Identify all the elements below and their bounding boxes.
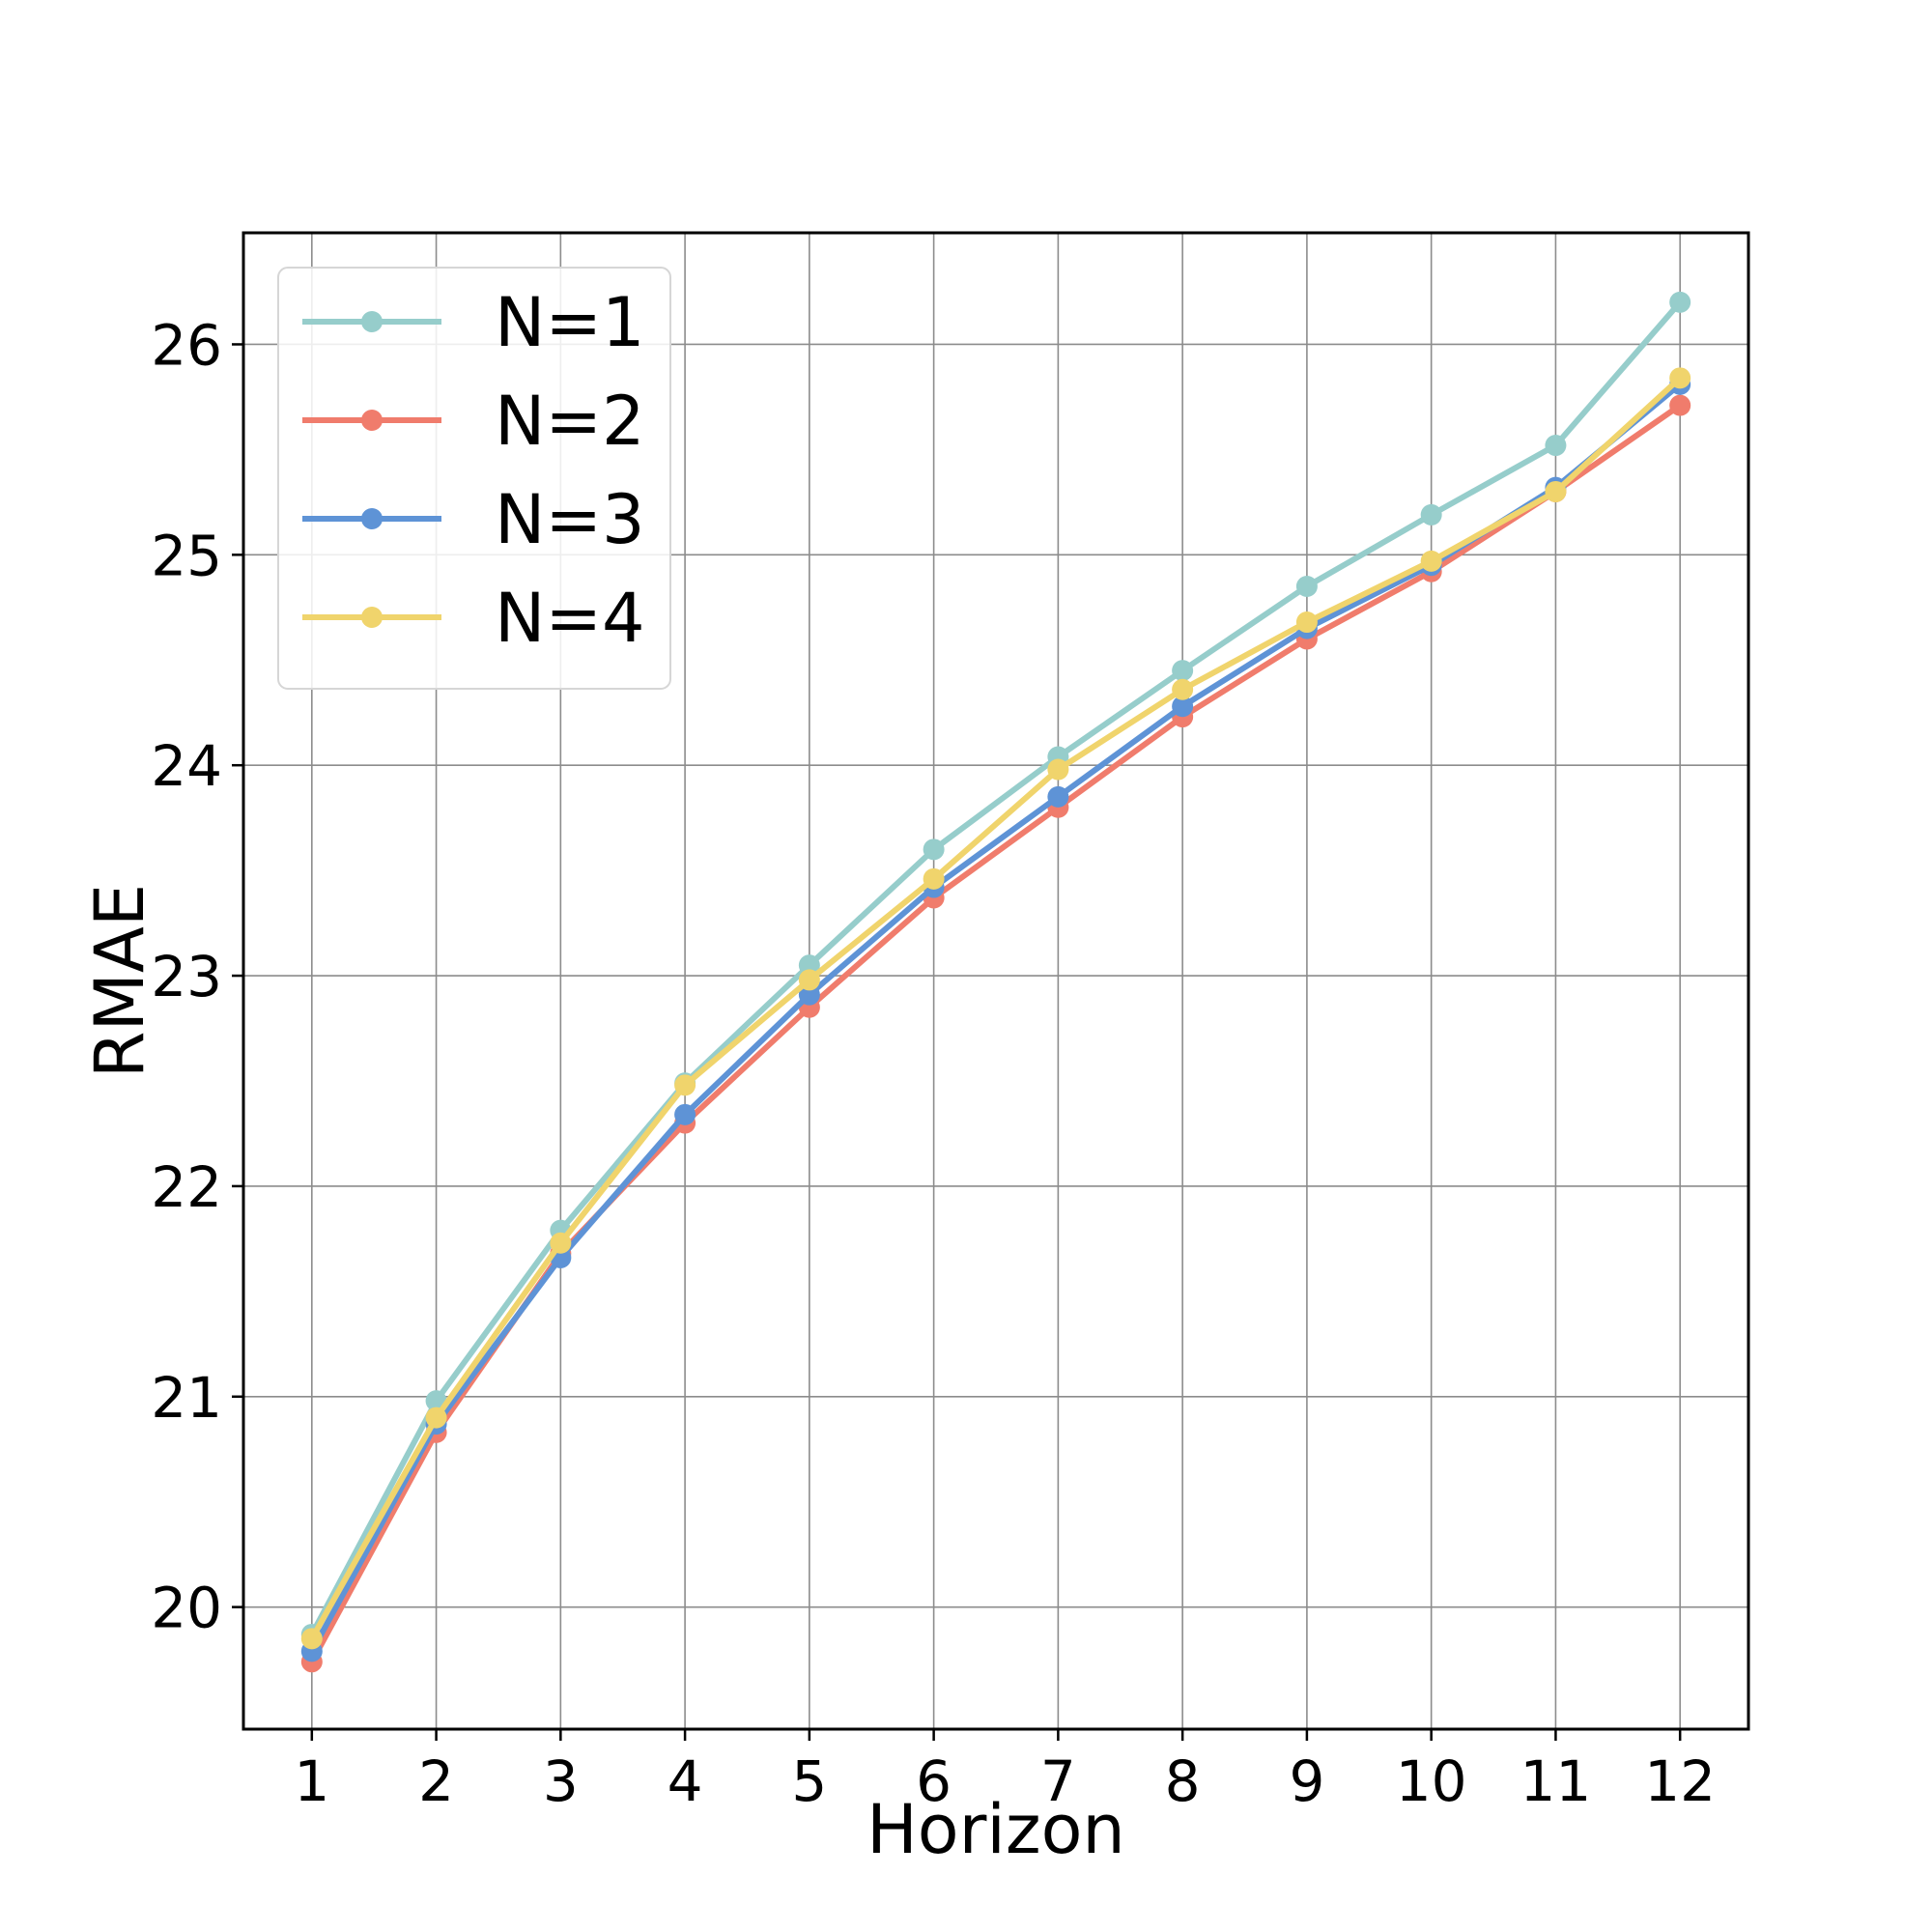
y-tick-label: 20 — [151, 1576, 222, 1641]
data-point-N=4-3 — [550, 1232, 572, 1254]
x-tick-label: 9 — [1289, 1748, 1324, 1814]
series-N=4 — [300, 367, 1691, 1650]
legend-label: N=4 — [495, 579, 645, 658]
data-point-N=4-10 — [1420, 550, 1442, 572]
y-axis-ticks: 20 21 22 23 24 25 26 — [151, 312, 243, 1641]
x-axis-ticks: 1 2 3 4 5 6 7 8 9 10 11 12 — [294, 1729, 1716, 1814]
x-tick-label: 12 — [1644, 1748, 1716, 1814]
data-point-N=4-11 — [1545, 480, 1567, 502]
x-tick-label: 5 — [791, 1748, 827, 1814]
x-axis-label: Horizon — [867, 1790, 1125, 1869]
legend: N=1 N=2 N=3 N=4 — [277, 267, 671, 690]
data-point-N=4-6 — [923, 867, 945, 890]
x-tick-label: 6 — [916, 1748, 952, 1814]
y-tick-label: 26 — [151, 312, 222, 378]
legend-item-N=1: N=1 — [302, 283, 645, 362]
x-tick-label: 11 — [1520, 1748, 1592, 1814]
data-point-N=1-10 — [1420, 503, 1442, 526]
x-tick-label: 4 — [668, 1748, 703, 1814]
data-point-N=4-8 — [1172, 678, 1194, 700]
data-point-N=4-7 — [1047, 758, 1069, 781]
series-layer — [300, 291, 1691, 1673]
y-tick-label: 21 — [151, 1365, 222, 1431]
data-point-N=1-8 — [1172, 660, 1194, 682]
data-point-N=4-2 — [425, 1406, 447, 1429]
legend-item-N=3: N=3 — [302, 480, 645, 559]
legend-item-N=4: N=4 — [302, 579, 645, 658]
data-point-N=4-9 — [1295, 611, 1318, 634]
data-point-N=4-5 — [798, 969, 820, 991]
data-point-N=1-5 — [798, 954, 820, 977]
legend-swatch-marker — [361, 607, 383, 628]
data-point-N=1-12 — [1669, 291, 1691, 313]
y-tick-label: 24 — [151, 733, 222, 799]
legend-swatch-marker — [361, 508, 383, 529]
series-line-N=1 — [308, 298, 1684, 1637]
y-tick-label: 25 — [151, 523, 222, 588]
series-line-N=4 — [308, 375, 1684, 1642]
data-point-N=1-6 — [923, 838, 945, 861]
data-point-N=1-9 — [1295, 576, 1318, 598]
legend-swatch-marker — [361, 410, 383, 431]
legend-label: N=2 — [495, 382, 645, 461]
legend-label: N=1 — [495, 283, 645, 362]
legend-label: N=3 — [495, 480, 645, 559]
legend-box — [277, 267, 671, 690]
y-axis-label: RMAE — [80, 884, 159, 1078]
data-point-N=2-12 — [1669, 394, 1691, 416]
data-point-N=3-5 — [798, 983, 820, 1006]
y-tick-label: 23 — [151, 944, 222, 1009]
x-tick-label: 2 — [418, 1748, 454, 1814]
data-point-N=3-8 — [1172, 696, 1194, 718]
x-tick-label: 10 — [1396, 1748, 1467, 1814]
x-tick-label: 7 — [1040, 1748, 1076, 1814]
data-point-N=3-7 — [1047, 785, 1069, 808]
plot-frame — [242, 231, 1750, 1731]
x-tick-label: 8 — [1165, 1748, 1201, 1814]
data-point-N=4-12 — [1669, 367, 1691, 389]
legend-swatch-marker — [361, 311, 383, 332]
data-point-N=4-4 — [674, 1074, 696, 1096]
legend-item-N=2: N=2 — [302, 382, 645, 461]
data-point-N=3-4 — [674, 1103, 696, 1125]
y-tick-label: 22 — [151, 1154, 222, 1220]
x-tick-label: 1 — [294, 1748, 329, 1814]
data-point-N=1-11 — [1545, 435, 1567, 457]
x-tick-label: 3 — [543, 1748, 579, 1814]
data-point-N=4-1 — [300, 1628, 323, 1650]
